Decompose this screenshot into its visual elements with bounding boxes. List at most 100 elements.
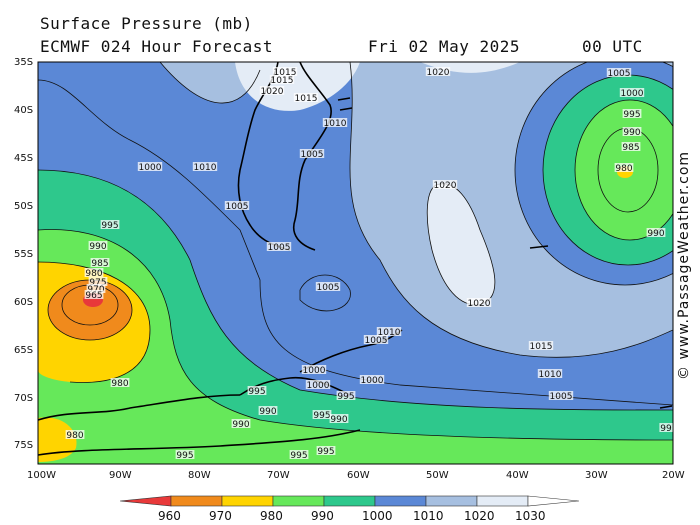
isobar-label: 1005 [317, 283, 340, 293]
isobar-label: 990 [259, 407, 276, 417]
isobar-label-bg [329, 414, 349, 423]
isobar-label-bg [65, 430, 85, 439]
isobar-label-bg [86, 284, 106, 293]
isobar-label: 1005 [365, 336, 388, 346]
isobar-label: 1010 [194, 163, 217, 173]
isobar-label-bg [100, 220, 120, 229]
isobar-label: 995 [623, 110, 640, 120]
map-title: Surface Pressure (mb) [40, 14, 253, 33]
isobar-label-bg [84, 268, 104, 277]
isobar-label-bg [537, 369, 563, 378]
isobar-label: 1005 [550, 392, 573, 402]
legend-label: 1030 [515, 509, 546, 523]
isobar-label: 975 [89, 278, 106, 288]
isobar-label-bg [606, 68, 632, 77]
isobar-label-bg [247, 386, 267, 395]
isobar-label: 1020 [468, 299, 491, 309]
isobar-label-bg [231, 419, 251, 428]
isobar-label-bg [110, 378, 130, 387]
isobar-label-bg [619, 88, 645, 97]
isobar-label-bg [425, 67, 451, 76]
legend-label: 960 [158, 509, 181, 523]
isobar-label: 985 [622, 143, 639, 153]
isobar-label: 965 [85, 291, 102, 301]
isobar-label-bg [336, 391, 356, 400]
lon-label: 70W [267, 470, 290, 481]
lat-label: 70S [14, 393, 34, 404]
lon-label: 40W [506, 470, 529, 481]
isobar-label: 1010 [539, 370, 562, 380]
isobar-label-bg [622, 127, 642, 136]
isobar-label-bg [359, 375, 385, 384]
isobar-label-bg [175, 450, 195, 459]
lon-label: 100W [27, 470, 56, 481]
forecast-model: ECMWF 024 Hour Forecast [40, 37, 274, 56]
isobar-label-bg [88, 277, 108, 286]
isobar-label: 990 [89, 242, 106, 252]
isobar-label-bg [363, 335, 389, 344]
isobar-label-bg [258, 406, 278, 415]
legend-swatch [170, 495, 223, 507]
lon-label: 50W [426, 470, 449, 481]
isobar-label: 1020 [261, 87, 284, 97]
isobar-label-bg [305, 380, 331, 389]
isobar-label-bg [84, 290, 104, 299]
isobar-label-bg [312, 410, 332, 419]
isobar-label: 985 [91, 259, 108, 269]
isobar-label: 1000 [361, 376, 384, 386]
isobar-label-bg [322, 118, 348, 127]
legend-swatch [119, 495, 172, 507]
legend-swatch [323, 495, 376, 507]
isobar-label: 1000 [303, 366, 326, 376]
legend-swatch [272, 495, 325, 507]
isobar-label: 980 [615, 164, 632, 174]
isobar-label-bg [137, 162, 163, 171]
isobar-label: 995 [290, 451, 307, 461]
lat-label: 75S [14, 440, 34, 451]
isobar-label-bg [622, 109, 642, 118]
legend-label: 970 [209, 509, 232, 523]
isobar-label: 1010 [378, 328, 401, 338]
isobar-label: 980 [85, 269, 102, 279]
legend-swatch [527, 495, 580, 507]
isobar-label-bg [88, 241, 108, 250]
lat-label: 65S [14, 345, 34, 356]
isobar-label: 995 [337, 392, 354, 402]
isobar-label: 980 [66, 431, 83, 441]
isobar-label: 990 [623, 128, 640, 138]
isobar-label: 1005 [226, 202, 249, 212]
isobar-label: 1015 [274, 68, 297, 78]
legend-swatch [221, 495, 274, 507]
isobar-label: 1015 [295, 94, 318, 104]
lon-label: 30W [585, 470, 608, 481]
isobar-label-bg [293, 93, 319, 102]
isobar-label: 1020 [427, 68, 450, 78]
isobar-label-bg [528, 341, 554, 350]
isobar-label: 1005 [301, 150, 324, 160]
legend-label: 1020 [464, 509, 495, 523]
isobar-label-bg [548, 391, 574, 400]
isobar-label: 995 [248, 387, 265, 397]
isobar-label-bg [192, 162, 218, 171]
isobar-label: 1000 [307, 381, 330, 391]
legend-label: 1010 [413, 509, 444, 523]
isobar-label: 995 [317, 447, 334, 457]
isobar-label: 980 [111, 379, 128, 389]
isobar-label-bg [432, 180, 458, 189]
lon-label: 60W [347, 470, 370, 481]
isobar-label-bg [659, 423, 673, 432]
isobars [38, 62, 673, 441]
isobar-label: 1000 [621, 89, 644, 99]
isobar-label-bg [466, 298, 492, 307]
map-frame [37, 61, 674, 465]
isobar-label-bg [299, 149, 325, 158]
forecast-time: 00 UTC [582, 37, 643, 56]
isobar-labels: 1015101510201015101010051010100010051005… [65, 67, 673, 461]
isobar-label-bg [301, 365, 327, 374]
legend-label: 1000 [362, 509, 393, 523]
forecast-date: Fri 02 May 2025 [368, 37, 520, 56]
isobar-label-bg [259, 86, 285, 95]
legend-swatch [476, 495, 529, 507]
isobar-label: 990 [232, 420, 249, 430]
